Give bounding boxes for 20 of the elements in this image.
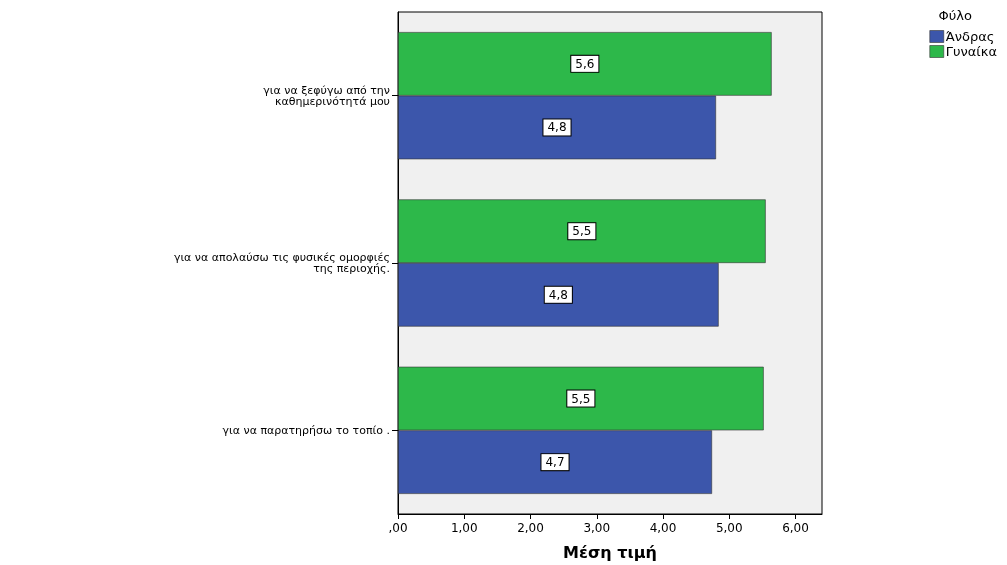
- data-label: 4,8: [547, 120, 567, 135]
- y-tick-label: για να παρατηρήσω το τοπίο .: [222, 423, 390, 437]
- data-label: 4,8: [548, 287, 568, 302]
- legend-label: Γυναίκα: [945, 44, 998, 59]
- x-tick-label: 4,00: [649, 521, 677, 535]
- data-label: 5,5: [572, 224, 592, 239]
- data-label: 4,7: [545, 455, 565, 470]
- y-tick-label: για να απολαύσω τις φυσικές ομορφιές της περιοχής.: [173, 251, 390, 275]
- data-label: 5,5: [571, 391, 591, 406]
- x-tick-label: 1,00: [450, 521, 478, 535]
- y-tick-label: για να ξεφύγω από την καθημερινότητά μου: [263, 83, 390, 108]
- legend-label: Άνδρας: [945, 29, 995, 44]
- legend-title: Φύλο: [938, 8, 973, 23]
- x-tick-label: 6,00: [782, 521, 809, 535]
- x-tick-label: 2,00: [517, 521, 544, 535]
- data-label: 5,6: [575, 56, 595, 71]
- x-axis-title: Μέση τιμή: [563, 542, 657, 562]
- x-tick-label: 3,00: [583, 521, 611, 535]
- x-tick-label: ,00: [388, 521, 408, 535]
- x-tick-label: 5,00: [715, 521, 743, 535]
